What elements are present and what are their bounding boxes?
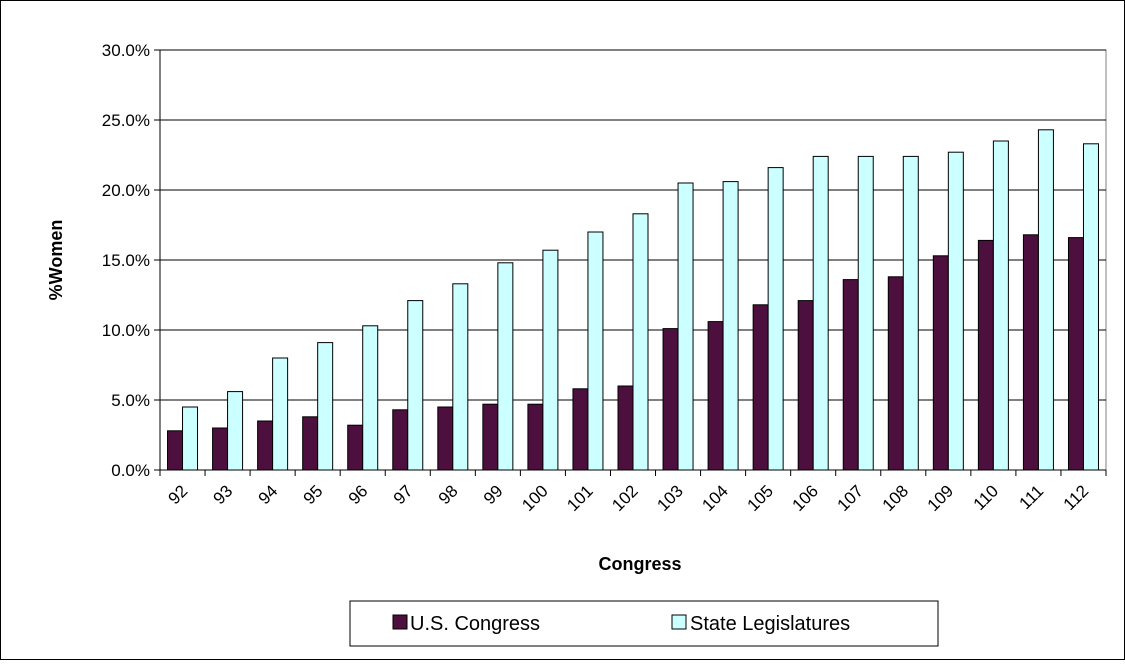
y-tick-label: 0.0% (111, 461, 150, 480)
bar-state-legislatures-108 (902, 155, 919, 471)
bar-us-congress-98 (437, 406, 454, 471)
bar-state-legislatures-103 (677, 182, 694, 471)
bar-us-congress-92 (167, 430, 184, 471)
y-tick-label: 5.0% (111, 391, 150, 410)
bar-state-legislatures-98 (452, 283, 469, 471)
legend-label-us-congress: U.S. Congress (410, 613, 540, 635)
y-tick-label: 25.0% (102, 111, 150, 130)
bar-state-legislatures-107 (857, 155, 874, 471)
bar-state-legislatures-93 (227, 391, 244, 471)
bar-us-congress-104 (707, 321, 724, 471)
bar-us-congress-96 (347, 424, 364, 471)
legend: U.S. Congress State Legislatures (349, 600, 939, 647)
bar-us-congress-109 (932, 255, 949, 471)
bar-state-legislatures-106 (812, 155, 829, 471)
bar-state-legislatures-109 (947, 151, 964, 471)
bar-us-congress-108 (887, 276, 904, 471)
bar-us-congress-94 (257, 420, 274, 471)
bar-state-legislatures-105 (767, 167, 784, 471)
bar-state-legislatures-110 (992, 140, 1009, 471)
bar-state-legislatures-92 (182, 406, 199, 471)
bar-state-legislatures-112 (1082, 143, 1099, 471)
bar-state-legislatures-104 (722, 181, 739, 471)
bar-state-legislatures-95 (317, 342, 334, 471)
bar-state-legislatures-102 (632, 213, 649, 471)
bar-us-congress-97 (392, 409, 409, 471)
y-tick-label: 15.0% (102, 251, 150, 270)
bar-us-congress-111 (1022, 234, 1039, 471)
bar-us-congress-102 (617, 385, 634, 471)
bars (167, 129, 1099, 471)
x-axis-title: Congress (598, 554, 681, 574)
legend-box (349, 600, 939, 647)
y-ticks: 0.0% 5.0% 10.0% 15.0% 20.0% 25.0% 30.0% (102, 41, 160, 480)
bar-us-congress-99 (482, 403, 499, 471)
bar-us-congress-112 (1067, 237, 1084, 471)
bar-us-congress-101 (572, 388, 589, 471)
bar-state-legislatures-94 (272, 357, 289, 471)
y-tick-label: 20.0% (102, 181, 150, 200)
legend-swatch-us-congress (392, 614, 408, 630)
bar-state-legislatures-111 (1037, 129, 1054, 471)
bar-state-legislatures-100 (542, 249, 559, 471)
legend-swatch-state-legislatures (671, 614, 687, 630)
bar-us-congress-107 (842, 279, 859, 471)
bar-state-legislatures-99 (497, 262, 514, 471)
bar-us-congress-93 (212, 427, 229, 471)
bar-state-legislatures-97 (407, 300, 424, 471)
y-tick-label: 30.0% (102, 41, 150, 60)
bar-state-legislatures-101 (587, 231, 604, 471)
bar-us-congress-105 (752, 304, 769, 471)
bar-us-congress-100 (527, 403, 544, 471)
y-tick-label: 10.0% (102, 321, 150, 340)
y-axis-title: %Women (46, 220, 66, 301)
bar-us-congress-110 (977, 239, 994, 471)
bar-us-congress-103 (662, 328, 679, 471)
bar-state-legislatures-96 (362, 325, 379, 471)
bar-us-congress-106 (797, 300, 814, 471)
legend-label-state-legislatures: State Legislatures (690, 613, 850, 635)
bar-us-congress-95 (302, 416, 319, 471)
